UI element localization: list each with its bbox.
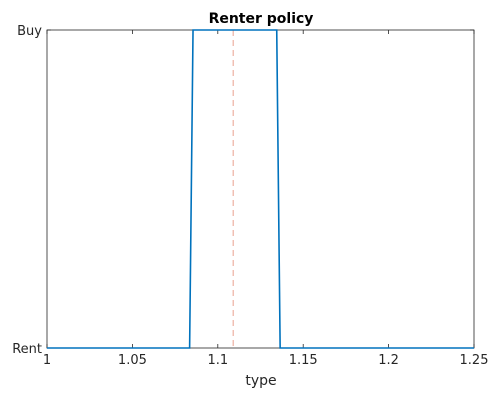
x-tick-label: 1.2 — [378, 353, 399, 368]
x-tick-label: 1.15 — [289, 353, 318, 368]
x-tick-label: 1.1 — [207, 353, 228, 368]
x-tick-label: 1.05 — [118, 353, 147, 368]
x-tick-label: 1 — [43, 353, 51, 368]
plot-frame — [46, 29, 475, 349]
chart-title: Renter policy — [209, 11, 314, 27]
x-tick-label: 1.25 — [460, 353, 489, 368]
y-tick-label: Buy — [17, 24, 42, 39]
series-line — [47, 29, 474, 349]
y-tick-label: Rent — [12, 342, 42, 357]
x-axis-label: type — [245, 373, 276, 389]
plot-area: 1 1.05 1.1 1.15 1.2 1.25 Rent Buy — [12, 24, 488, 368]
